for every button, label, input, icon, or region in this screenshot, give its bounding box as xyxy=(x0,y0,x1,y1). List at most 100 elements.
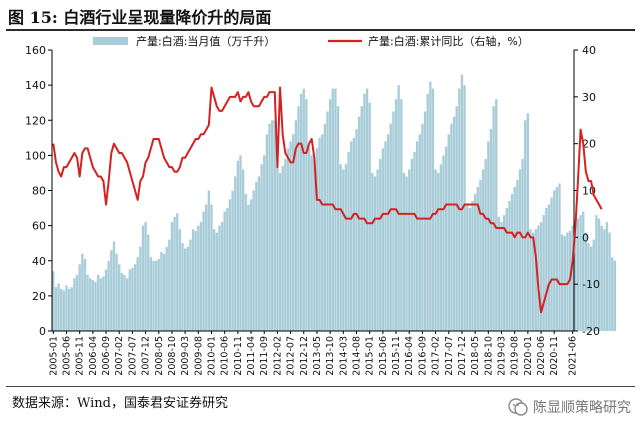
bar xyxy=(197,225,200,332)
bar xyxy=(442,155,445,332)
bar xyxy=(553,190,556,331)
bar xyxy=(571,225,574,332)
bar xyxy=(173,216,176,331)
bar xyxy=(402,172,406,331)
bar xyxy=(418,134,421,331)
bar xyxy=(437,172,440,331)
bar xyxy=(495,99,498,332)
bar xyxy=(423,111,427,331)
bar xyxy=(99,278,102,331)
bar xyxy=(210,204,213,331)
bar xyxy=(468,208,472,331)
bar xyxy=(415,141,419,331)
bar xyxy=(294,120,298,331)
bar xyxy=(365,88,369,331)
bar xyxy=(363,93,366,331)
x-tick-label: 2018-10 xyxy=(483,336,494,376)
bar xyxy=(447,134,450,331)
bar xyxy=(284,158,287,331)
bar xyxy=(344,164,348,331)
bar xyxy=(75,274,79,331)
bar xyxy=(389,123,392,331)
bar xyxy=(434,169,437,331)
bar xyxy=(286,148,290,331)
y-right-tick-label: 20 xyxy=(582,138,596,151)
bar xyxy=(479,179,482,331)
bar xyxy=(373,176,377,331)
bar xyxy=(162,253,166,331)
y-left-tick-label: 20 xyxy=(32,290,46,303)
y-left-tick-label: 40 xyxy=(32,255,46,268)
bar xyxy=(487,141,490,331)
bar xyxy=(118,264,121,331)
bar xyxy=(342,169,345,331)
x-tick-label: 2010-01 xyxy=(207,336,218,376)
x-tick-label: 2007-07 xyxy=(127,336,138,376)
bar xyxy=(231,190,234,331)
chart: 产量:白酒:当月值（万千升） 产量:白酒:累计同比（右轴，%） 0 20 40 60 8… xyxy=(25,34,617,376)
x-tick-label: 2009-08 xyxy=(193,336,204,376)
bar xyxy=(608,232,611,331)
bar xyxy=(413,151,416,331)
bar xyxy=(176,213,179,331)
x-tick-label: 2014-03 xyxy=(338,336,349,376)
bar xyxy=(597,218,601,331)
bar xyxy=(582,211,585,331)
title-divider xyxy=(6,29,635,31)
bar xyxy=(218,225,221,332)
bar xyxy=(584,232,588,331)
bar xyxy=(73,278,76,331)
bar xyxy=(123,274,126,331)
bar xyxy=(524,120,527,331)
bar xyxy=(234,176,237,331)
bar xyxy=(96,274,100,331)
bar xyxy=(160,251,163,331)
bar xyxy=(260,164,263,331)
y-right-tick-label: -10 xyxy=(582,278,600,291)
bar xyxy=(516,179,519,331)
bar xyxy=(147,234,150,331)
bar xyxy=(104,269,108,331)
bar xyxy=(452,116,456,332)
bar xyxy=(455,106,458,331)
bar xyxy=(292,134,295,331)
bar xyxy=(326,111,329,331)
chart-legend: 产量:白酒:当月值（万千升） 产量:白酒:累计同比（右轴，%） xyxy=(93,34,529,48)
bar xyxy=(186,246,189,331)
y-right-tick-label: 0 xyxy=(582,231,589,244)
bar xyxy=(165,246,168,331)
bar xyxy=(510,194,514,331)
axes: 020406080100120140160-20-100102030402005… xyxy=(25,44,600,376)
bar xyxy=(473,194,477,331)
bar xyxy=(481,169,485,331)
x-tick-label: 2016-04 xyxy=(404,336,415,376)
bar xyxy=(497,216,501,331)
x-tick-label: 2020-01 xyxy=(523,336,534,376)
bar xyxy=(547,204,551,331)
y-left-tick-label: 160 xyxy=(25,44,46,57)
x-tick-label: 2013-05 xyxy=(312,336,323,376)
x-tick-label: 2011-09 xyxy=(259,336,270,376)
bar xyxy=(257,176,261,331)
bar xyxy=(331,88,334,331)
bar xyxy=(592,239,595,331)
bar xyxy=(381,148,385,331)
bar xyxy=(587,243,590,331)
x-tick-label: 2016-09 xyxy=(417,336,428,376)
x-tick-label: 2010-11 xyxy=(233,336,244,376)
y-left-tick-label: 60 xyxy=(32,220,46,233)
y-left-tick-label: 100 xyxy=(25,149,46,162)
bar xyxy=(268,123,271,331)
bar xyxy=(112,241,116,331)
bar xyxy=(471,201,474,331)
bar xyxy=(545,208,548,331)
bar xyxy=(67,288,71,331)
bar xyxy=(518,169,522,331)
bar xyxy=(273,120,276,331)
bar xyxy=(94,281,97,331)
bar xyxy=(328,99,332,332)
x-tick-label: 2017-02 xyxy=(431,336,442,376)
bar xyxy=(249,199,253,331)
bar xyxy=(91,280,95,331)
bar xyxy=(408,169,411,331)
